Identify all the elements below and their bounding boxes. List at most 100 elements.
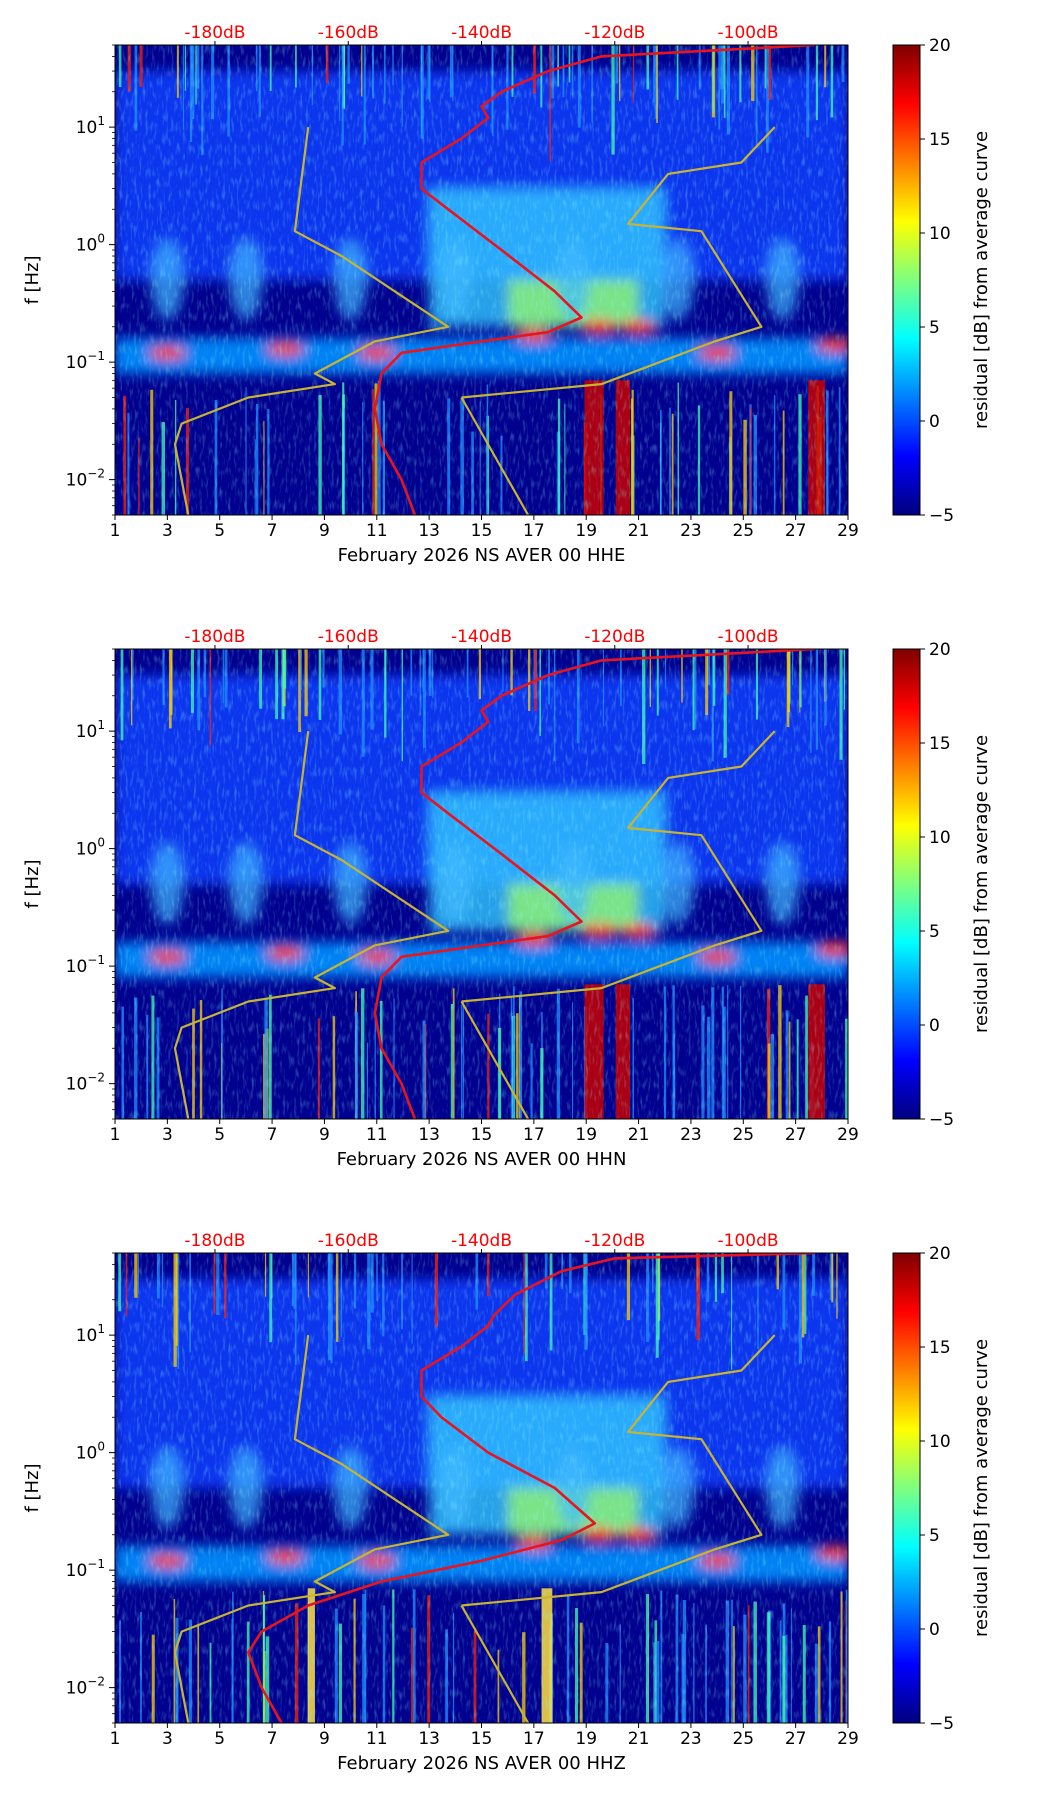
top-tick-label: -160dB <box>318 23 379 43</box>
colorbar-tick-label: 20 <box>929 640 951 660</box>
colorbar-tick-label: 20 <box>929 36 951 56</box>
x-tick-label: 3 <box>162 1125 173 1145</box>
y-tick-label: 10−2 <box>66 1071 105 1095</box>
y-tick-exp: −2 <box>87 1071 105 1085</box>
colorbar-tick-label: 0 <box>929 1620 940 1640</box>
x-tick-label: 11 <box>366 521 388 541</box>
x-tick-label: 21 <box>628 1125 650 1145</box>
model-curve <box>173 1334 450 1723</box>
y-axis-label: f [Hz] <box>22 255 43 304</box>
y-tick-base: 10 <box>66 1679 88 1699</box>
y-tick-exp: 1 <box>97 114 105 128</box>
y-tick-exp: −1 <box>87 349 105 363</box>
colorbar-tick-label: 10 <box>929 224 951 244</box>
x-tick-label: 9 <box>319 1125 330 1145</box>
x-tick-label: 7 <box>267 1729 278 1749</box>
y-tick-label: 100 <box>76 1440 105 1464</box>
y-tick-label: 100 <box>76 836 105 860</box>
y-tick-exp: 1 <box>97 1322 105 1336</box>
model-curve <box>173 730 450 1119</box>
speckle <box>115 45 848 515</box>
y-tick-exp: 0 <box>97 232 105 246</box>
spectrogram <box>115 649 848 1119</box>
y-tick-exp: 0 <box>97 1440 105 1454</box>
x-tick-label: 17 <box>523 1125 545 1145</box>
average-curve <box>373 649 815 1119</box>
x-tick-label: 9 <box>319 521 330 541</box>
x-tick-label: 1 <box>110 1125 121 1145</box>
y-tick-exp: 0 <box>97 836 105 850</box>
model-curve <box>461 1334 776 1607</box>
x-tick-label: 23 <box>680 1729 702 1749</box>
colorbar-tick-label: 10 <box>929 1432 951 1452</box>
top-tick-label: -120dB <box>584 627 645 647</box>
x-tick-label: 19 <box>575 1125 597 1145</box>
x-tick-label: 7 <box>267 1125 278 1145</box>
x-tick-label: 11 <box>366 1125 388 1145</box>
y-tick-base: 10 <box>76 1444 98 1464</box>
colorbar-label: residual [dB] from average curve <box>971 735 992 1033</box>
x-tick-label: 13 <box>418 1729 440 1749</box>
y-tick-label: 10−1 <box>66 349 105 373</box>
average-curve <box>247 1253 815 1723</box>
y-axis-label: f [Hz] <box>22 859 43 908</box>
x-tick-label: 15 <box>471 1729 493 1749</box>
model-curve <box>461 126 776 399</box>
y-tick-exp: −2 <box>87 1675 105 1689</box>
colorbar-tick-label: 0 <box>929 412 940 432</box>
colorbar-tick-label: 15 <box>929 130 951 150</box>
y-tick-exp: 1 <box>97 718 105 732</box>
y-tick-exp: −1 <box>87 1557 105 1571</box>
x-tick-label: 13 <box>418 521 440 541</box>
x-tick-label: 5 <box>214 521 225 541</box>
x-axis-label: February 2026 NS AVER 00 HHE <box>338 545 626 566</box>
x-tick-label: 7 <box>267 521 278 541</box>
colorbar-tick-label: −5 <box>929 1714 954 1734</box>
colorbar-tick-label: 15 <box>929 1338 951 1358</box>
x-tick-label: 19 <box>575 1729 597 1749</box>
average-curve <box>373 45 815 515</box>
top-tick-label: -180dB <box>184 23 245 43</box>
colorbar-tick-label: 15 <box>929 734 951 754</box>
colorbar-label: residual [dB] from average curve <box>971 131 992 429</box>
y-tick-label: 101 <box>76 114 105 138</box>
top-tick-label: -120dB <box>584 23 645 43</box>
x-tick-label: 11 <box>366 1729 388 1749</box>
top-tick-label: -100dB <box>718 1231 779 1251</box>
top-tick-label: -180dB <box>184 1231 245 1251</box>
y-tick-exp: −1 <box>87 953 105 967</box>
x-tick-label: 15 <box>471 1125 493 1145</box>
colorbar-tick-label: 5 <box>929 1526 940 1546</box>
y-tick-base: 10 <box>76 236 98 256</box>
model-curve <box>460 396 530 515</box>
y-tick-base: 10 <box>76 118 98 138</box>
top-tick-label: -160dB <box>318 627 379 647</box>
spectrogram <box>115 45 848 515</box>
top-tick-label: -160dB <box>318 1231 379 1251</box>
colorbar-tick-label: −5 <box>929 1110 954 1130</box>
x-tick-label: 23 <box>680 1125 702 1145</box>
x-tick-label: 29 <box>837 1729 859 1749</box>
speckle <box>115 1253 848 1723</box>
x-tick-label: 3 <box>162 1729 173 1749</box>
x-tick-label: 19 <box>575 521 597 541</box>
y-tick-label: 101 <box>76 718 105 742</box>
colorbar <box>892 44 921 516</box>
y-tick-base: 10 <box>76 1326 98 1346</box>
top-tick-label: -100dB <box>718 627 779 647</box>
x-tick-label: 17 <box>523 521 545 541</box>
x-tick-label: 21 <box>628 521 650 541</box>
x-tick-label: 23 <box>680 521 702 541</box>
x-tick-label: 29 <box>837 1125 859 1145</box>
x-tick-label: 9 <box>319 1729 330 1749</box>
x-tick-label: 25 <box>732 1125 754 1145</box>
x-tick-label: 15 <box>471 521 493 541</box>
y-tick-base: 10 <box>76 840 98 860</box>
x-axis-label: February 2026 NS AVER 00 HHN <box>337 1149 627 1170</box>
colorbar-label: residual [dB] from average curve <box>971 1339 992 1637</box>
x-tick-label: 17 <box>523 1729 545 1749</box>
colorbar <box>892 1252 921 1724</box>
